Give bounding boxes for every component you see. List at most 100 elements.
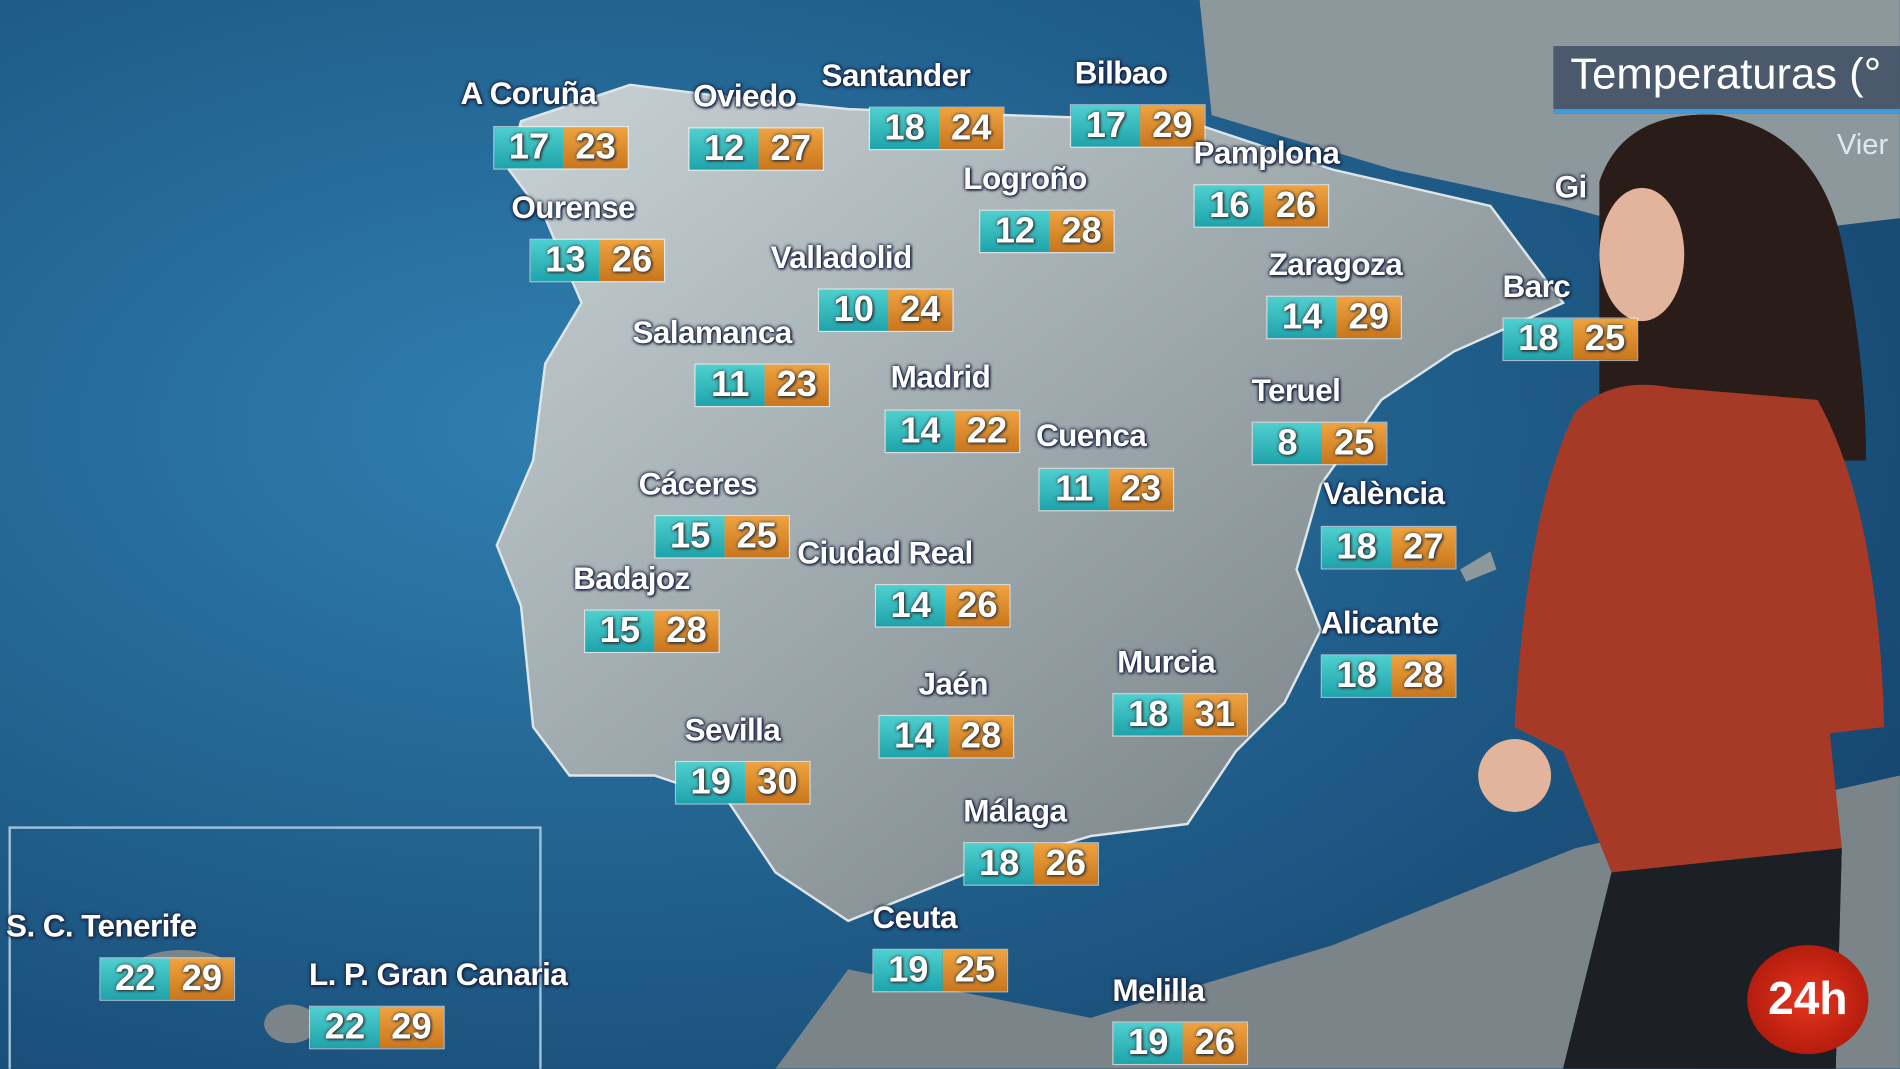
max-temperature: 27 — [758, 128, 823, 170]
min-temperature: 10 — [819, 289, 889, 331]
min-temperature: 22 — [310, 1006, 380, 1049]
island — [1460, 551, 1497, 582]
min-temperature: 19 — [873, 949, 943, 992]
city-name: Salamanca — [632, 313, 793, 351]
max-temperature: 25 — [1573, 318, 1637, 360]
blouse — [1514, 384, 1885, 876]
city-name: S. C. Tenerife — [6, 907, 197, 944]
city-name: Gi — [1554, 168, 1588, 205]
city-name: València — [1323, 474, 1445, 512]
max-temperature: 29 — [1336, 296, 1401, 339]
temperature-box: 11 23 — [694, 363, 831, 408]
temperature-box: 18 26 — [963, 842, 1100, 886]
face — [1599, 187, 1685, 322]
max-temperature: 24 — [939, 107, 1004, 150]
temperature-box: 14 26 — [874, 584, 1011, 628]
max-temperature: 31 — [1182, 694, 1247, 736]
max-temperature: 28 — [948, 716, 1013, 758]
city-name: Ourense — [511, 189, 635, 226]
iberia-land — [495, 83, 1565, 923]
max-temperature: 23 — [1108, 468, 1173, 511]
max-temperature: 23 — [764, 364, 829, 406]
max-temperature: 26 — [1182, 1022, 1247, 1064]
temperature-box: 22 29 — [308, 1005, 445, 1050]
temperature-box: 15 25 — [654, 514, 791, 559]
min-temperature: 22 — [100, 958, 170, 1000]
city-name: Zaragoza — [1268, 245, 1403, 283]
temperature-box: 18 28 — [1320, 654, 1457, 698]
city-name: Bilbao — [1074, 54, 1168, 91]
max-temperature: 27 — [1391, 527, 1456, 569]
max-temperature: 24 — [888, 289, 953, 331]
min-temperature: 18 — [1321, 655, 1392, 697]
channel-logo: 24h — [1747, 945, 1869, 1055]
temperature-box: 18 25 — [1502, 317, 1639, 362]
min-temperature: 18 — [870, 107, 940, 150]
max-temperature: 30 — [745, 762, 810, 804]
temperature-box: 22 29 — [99, 957, 236, 1001]
temperature-box: 8 25 — [1251, 421, 1388, 466]
min-temperature: 14 — [879, 716, 949, 758]
temperature-box: 17 29 — [1069, 104, 1206, 148]
min-temperature: 16 — [1194, 185, 1265, 227]
city-name: Teruel — [1251, 371, 1341, 409]
min-temperature: 18 — [964, 843, 1034, 885]
temperature-box: 14 29 — [1266, 295, 1402, 340]
city-name: Madrid — [890, 358, 991, 396]
temperature-box: 15 28 — [584, 609, 720, 654]
temperature-box: 19 26 — [1112, 1021, 1249, 1066]
city-name: L. P. Gran Canaria — [308, 956, 568, 993]
city-name: Alicante — [1320, 604, 1439, 641]
temperature-box: 12 28 — [979, 209, 1115, 254]
temperature-box: 19 25 — [872, 948, 1009, 993]
city-name: Murcia — [1117, 643, 1216, 680]
min-temperature: 18 — [1503, 318, 1574, 360]
min-temperature: 17 — [1071, 105, 1141, 147]
min-temperature: 12 — [689, 128, 759, 170]
temperature-box: 12 27 — [688, 127, 824, 171]
min-temperature: 11 — [1039, 468, 1109, 511]
min-temperature: 18 — [1113, 694, 1183, 736]
temperature-box: 18 31 — [1112, 693, 1249, 737]
max-temperature: 25 — [724, 516, 789, 558]
max-temperature: 26 — [1264, 185, 1329, 227]
city-name: Barc — [1502, 267, 1571, 305]
city-name: Cáceres — [638, 465, 758, 502]
min-temperature: 12 — [980, 210, 1050, 253]
max-temperature: 25 — [942, 949, 1007, 992]
max-temperature: 26 — [945, 585, 1010, 627]
min-temperature: 19 — [676, 762, 746, 804]
temperature-box: 19 30 — [674, 760, 811, 805]
max-temperature: 25 — [1322, 422, 1387, 465]
city-name: Logroño — [963, 159, 1087, 197]
max-temperature: 23 — [563, 127, 628, 169]
city-name: Melilla — [1112, 971, 1205, 1009]
max-temperature: 26 — [1033, 843, 1098, 885]
temperature-box: 18 24 — [868, 106, 1005, 151]
temperature-box: 17 23 — [493, 126, 629, 170]
min-temperature: 8 — [1252, 422, 1323, 465]
presenter — [1478, 114, 1885, 1069]
city-name: Pamplona — [1193, 134, 1340, 171]
city-name: Cuenca — [1036, 416, 1147, 454]
temperature-box: 14 28 — [878, 714, 1015, 759]
max-temperature: 29 — [379, 1006, 444, 1049]
title: Temperaturas (° — [1553, 46, 1900, 114]
hands — [1478, 739, 1551, 812]
city-name: A Coruña — [460, 75, 597, 112]
temperature-box: 16 26 — [1193, 184, 1330, 228]
city-name: Sevilla — [684, 711, 781, 748]
min-temperature: 11 — [695, 364, 765, 406]
min-temperature: 14 — [876, 585, 946, 627]
min-temperature: 18 — [1321, 527, 1392, 569]
max-temperature: 29 — [1140, 105, 1205, 147]
temperature-box: 10 24 — [817, 288, 954, 333]
city-name: Ciudad Real — [797, 534, 973, 571]
min-temperature: 14 — [885, 410, 956, 452]
island — [264, 1004, 318, 1044]
temperature-box: 18 27 — [1320, 525, 1457, 570]
city-name: Málaga — [963, 792, 1067, 829]
min-temperature: 15 — [585, 610, 655, 652]
city-name: Valladolid — [770, 238, 913, 276]
